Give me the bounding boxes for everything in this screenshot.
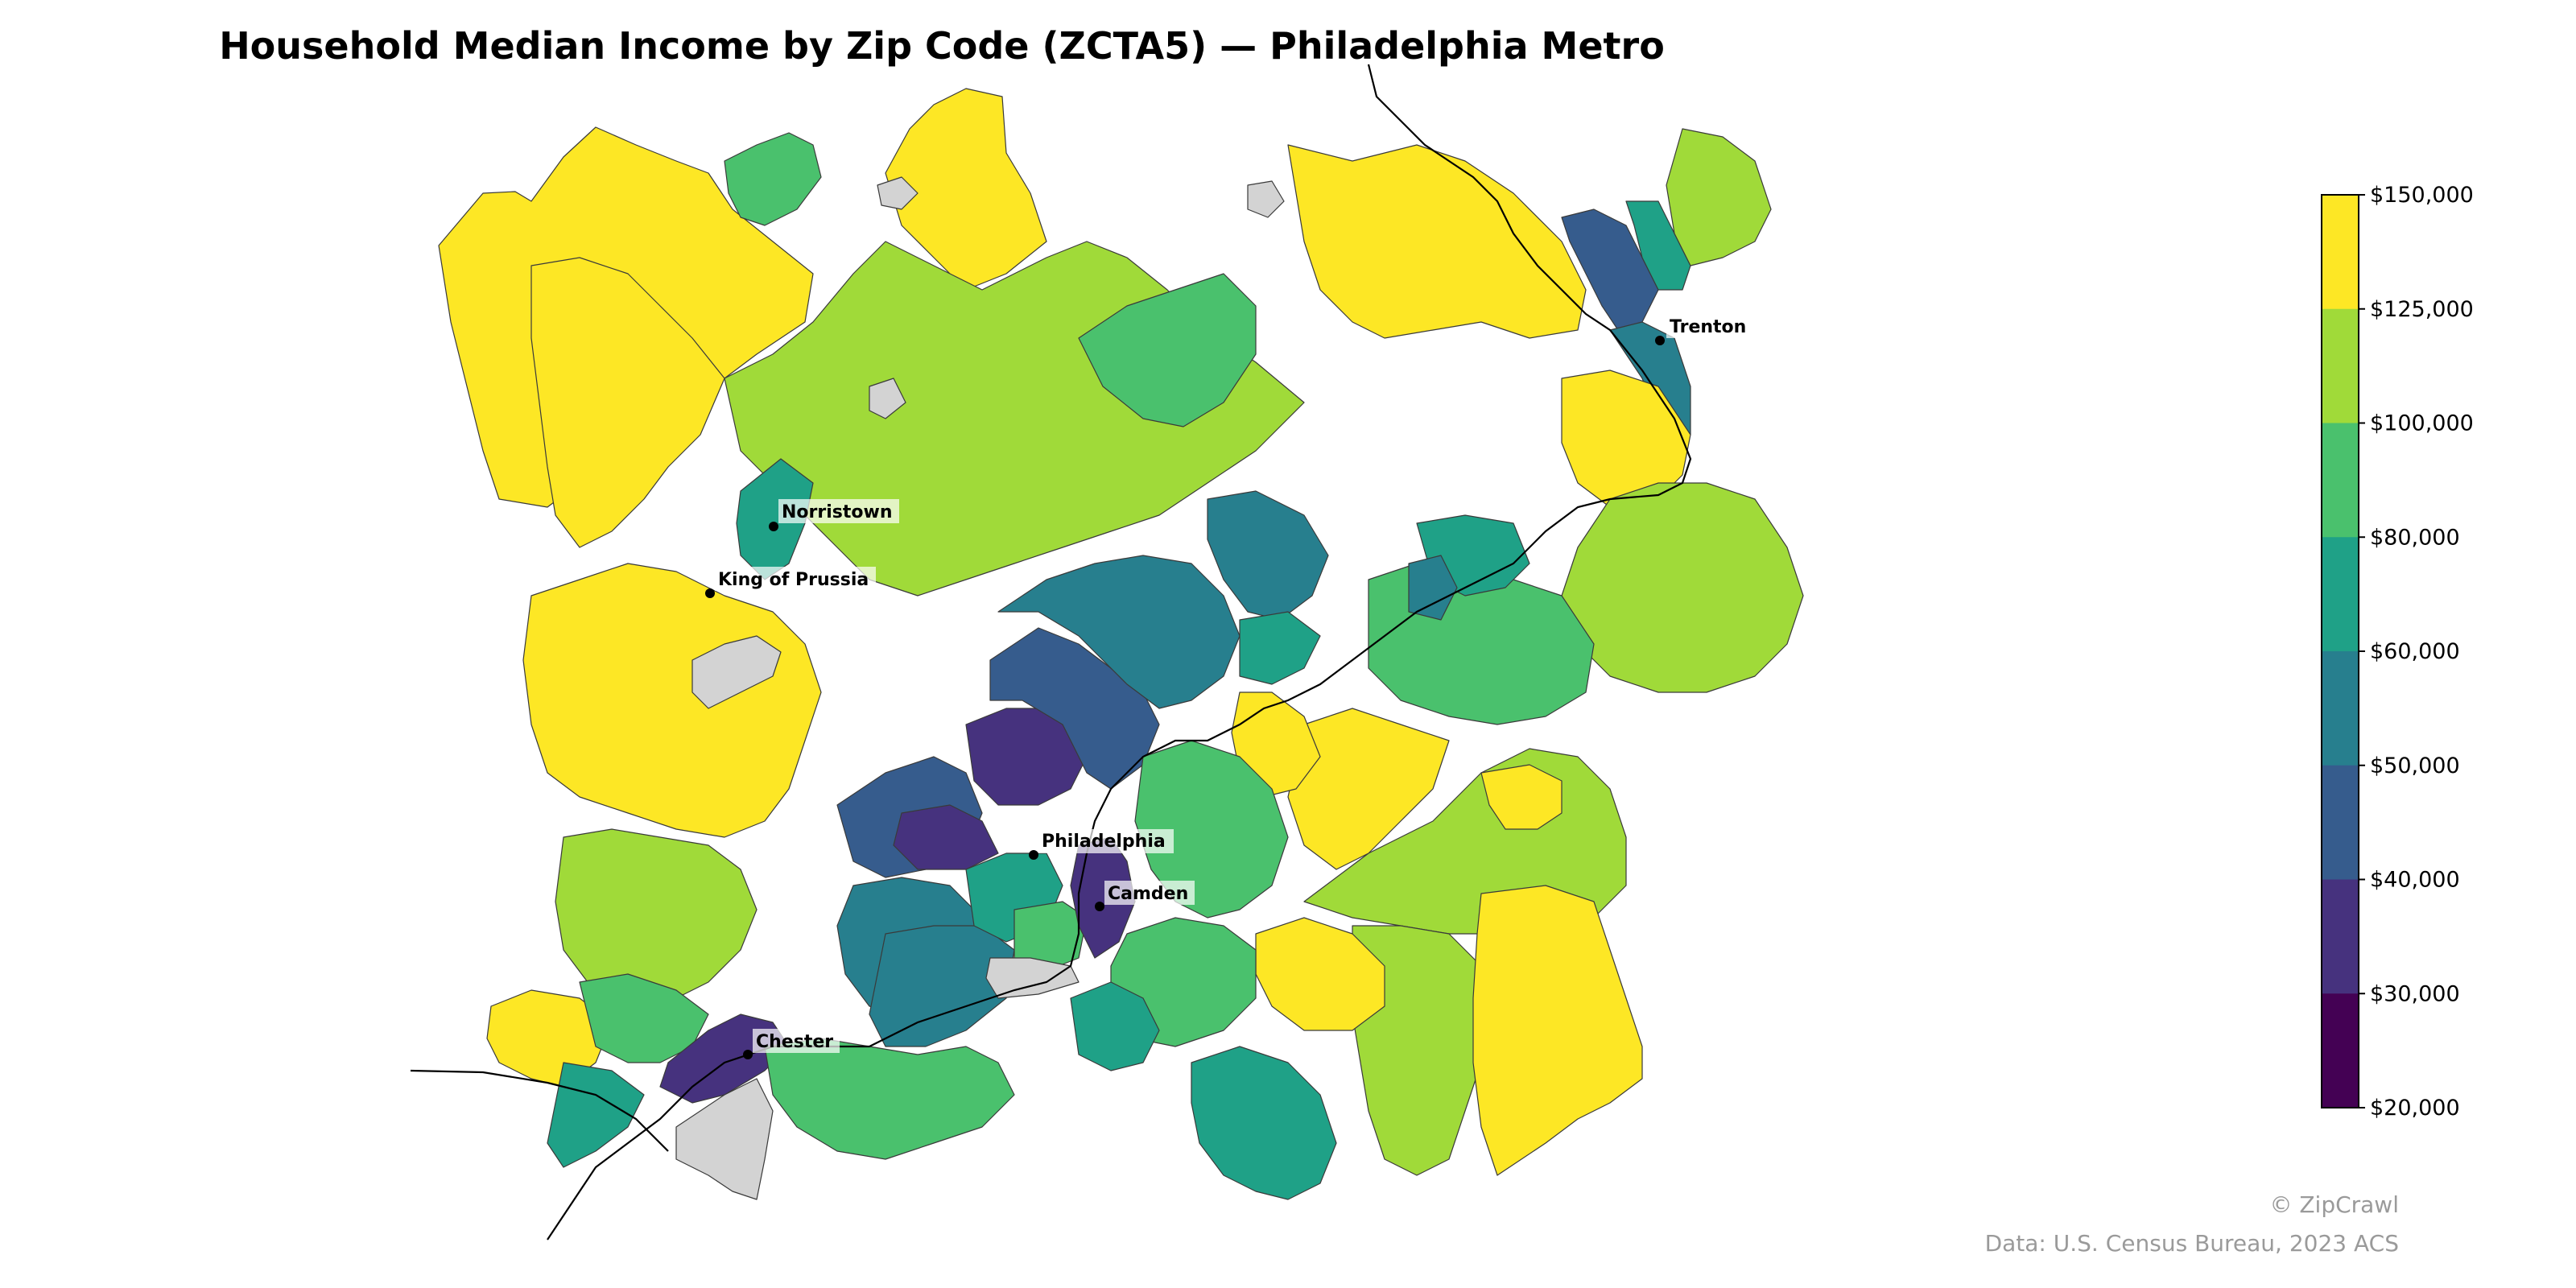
zip-region — [965, 708, 1088, 806]
colorbar-tick-label: $80,000 — [2370, 525, 2460, 550]
colorbar-segment — [2322, 308, 2359, 423]
colorbar-segment — [2322, 765, 2359, 880]
city-dot — [1029, 850, 1038, 860]
colorbar-tick-label: $150,000 — [2370, 183, 2474, 208]
colorbar-tick-label: $125,000 — [2370, 297, 2474, 322]
city-label: Chester — [756, 1032, 833, 1052]
credit-data-source: Data: U.S. Census Bureau, 2023 ACS — [1984, 1230, 2399, 1257]
city-dot — [1095, 902, 1104, 911]
zip-region — [997, 555, 1241, 709]
zip-regions — [438, 88, 1804, 1200]
zip-region — [691, 635, 782, 709]
zip-region — [1480, 764, 1563, 830]
zip-region — [522, 563, 822, 838]
zip-region — [893, 804, 999, 870]
zip-region — [724, 132, 822, 226]
zip-region — [1408, 555, 1458, 621]
colorbar-segment — [2322, 651, 2359, 766]
zip-region — [1070, 981, 1160, 1071]
zip-region — [1255, 917, 1385, 1031]
city-dot — [1655, 336, 1665, 345]
zip-region — [1239, 611, 1321, 685]
colorbar-segment — [2322, 423, 2359, 538]
colorbar-tick-label: $20,000 — [2370, 1096, 2460, 1121]
zip-region — [1561, 482, 1804, 693]
city-markers: Trenton Norristown King of Prussia Phila… — [705, 314, 1747, 1059]
zip-region — [877, 176, 919, 210]
colorbar-tick-label: $40,000 — [2370, 868, 2460, 893]
zip-region — [1287, 144, 1587, 339]
colorbar-segment — [2322, 993, 2359, 1108]
zip-region — [1472, 885, 1643, 1176]
zip-region — [1247, 180, 1285, 218]
zip-region — [885, 88, 1047, 291]
colorbar-segment — [2322, 537, 2359, 652]
zip-region — [764, 1038, 1015, 1160]
zip-region — [1625, 200, 1691, 291]
city-dot — [769, 522, 778, 531]
colorbar-tick-label: $100,000 — [2370, 411, 2474, 436]
zip-region — [1666, 128, 1772, 266]
zip-region — [1287, 708, 1450, 870]
zip-region — [1078, 273, 1257, 427]
city-marker-king-of-prussia[interactable]: King of Prussia — [705, 567, 876, 598]
city-marker-trenton[interactable]: Trenton — [1655, 314, 1747, 345]
zip-region — [869, 378, 906, 419]
zip-region — [736, 458, 814, 580]
zip-region — [1207, 490, 1329, 621]
zip-region — [1134, 740, 1289, 919]
colorbar-tick-label: $60,000 — [2370, 639, 2460, 664]
zip-region — [555, 828, 758, 999]
city-label: Norristown — [782, 502, 892, 522]
city-marker-philadelphia[interactable]: Philadelphia — [1029, 829, 1174, 860]
zip-region — [869, 925, 1015, 1047]
state-boundary — [410, 1069, 669, 1152]
zip-region — [1191, 1046, 1337, 1200]
city-dot — [743, 1050, 753, 1059]
credit-zipcrawl: © ZipCrawl — [2269, 1191, 2399, 1218]
zip-region — [1352, 925, 1490, 1176]
city-label: Philadelphia — [1042, 832, 1166, 852]
city-label: King of Prussia — [718, 570, 869, 590]
city-marker-camden[interactable]: Camden — [1095, 881, 1195, 911]
city-marker-chester[interactable]: Chester — [743, 1029, 840, 1059]
city-label: Camden — [1108, 884, 1188, 904]
city-dot — [705, 588, 715, 598]
map-title: Household Median Income by Zip Code (ZCT… — [219, 24, 1665, 68]
zip-region — [985, 957, 1080, 999]
colorbar-tick-label: $30,000 — [2370, 981, 2460, 1006]
colorbar: $150,000 $125,000 $100,000 $80,000 $60,000 $5… — [2321, 183, 2474, 1121]
colorbar-tick-label: $50,000 — [2370, 753, 2460, 778]
zip-region — [675, 1078, 774, 1200]
colorbar-segment — [2322, 879, 2359, 994]
zip-region — [530, 257, 725, 548]
colorbar-segment — [2322, 195, 2359, 310]
city-label: Trenton — [1670, 317, 1746, 337]
city-marker-norristown[interactable]: Norristown — [769, 499, 899, 531]
